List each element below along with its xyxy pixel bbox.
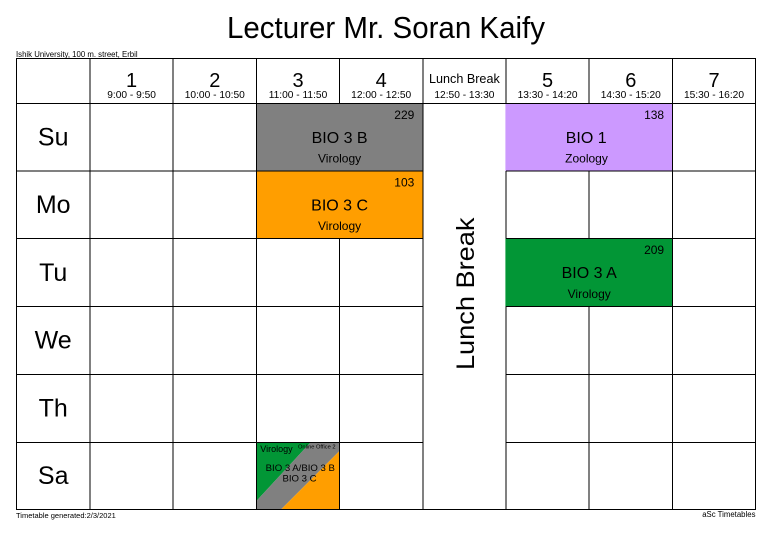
svg-text:Tu: Tu [39,259,67,287]
svg-text:10:00 - 10:50: 10:00 - 10:50 [185,90,245,101]
svg-text:103: 103 [394,176,414,190]
svg-text:7: 7 [708,70,719,92]
svg-text:Mo: Mo [36,191,71,219]
svg-text:Online Office 2: Online Office 2 [298,444,336,450]
svg-text:aSc Timetables: aSc Timetables [702,510,755,519]
svg-text:9:00 - 9:50: 9:00 - 9:50 [107,90,156,101]
svg-text:229: 229 [394,108,414,122]
svg-text:15:30 - 16:20: 15:30 - 16:20 [684,90,744,101]
svg-text:Virology: Virology [318,152,361,166]
svg-text:6: 6 [625,70,636,92]
svg-text:BIO 3 A/BIO 3 B: BIO 3 A/BIO 3 B [266,463,335,474]
svg-text:Timetable generated:2/3/2021: Timetable generated:2/3/2021 [16,511,116,520]
svg-text:Su: Su [38,123,69,151]
svg-text:Sa: Sa [38,462,69,490]
svg-text:13:30 - 14:20: 13:30 - 14:20 [518,90,578,101]
svg-text:BIO 3 A: BIO 3 A [562,265,617,282]
svg-text:Lunch Break: Lunch Break [452,217,480,370]
svg-text:BIO 1: BIO 1 [566,130,607,147]
svg-text:BIO 3 C: BIO 3 C [282,473,316,484]
svg-text:11:00 - 11:50: 11:00 - 11:50 [269,90,328,101]
svg-text:BIO 3 C: BIO 3 C [311,198,368,215]
svg-text:BIO 3 B: BIO 3 B [312,130,368,147]
svg-text:12:00 - 12:50: 12:00 - 12:50 [351,90,411,101]
svg-text:1: 1 [126,70,137,92]
svg-text:We: We [35,327,72,355]
svg-text:5: 5 [542,70,553,92]
svg-text:Virology: Virology [318,219,361,233]
svg-text:Virology: Virology [568,287,611,301]
svg-text:14:30 - 15:20: 14:30 - 15:20 [601,90,661,101]
svg-text:Virology: Virology [260,444,293,454]
svg-text:3: 3 [292,70,303,92]
svg-text:12:50 - 13:30: 12:50 - 13:30 [434,90,494,101]
svg-text:Zoology: Zoology [565,152,608,166]
svg-text:2: 2 [209,70,220,92]
svg-text:Ishik University, 100 m. stree: Ishik University, 100 m. street, Erbil [16,50,138,59]
svg-text:4: 4 [376,70,387,92]
svg-text:Lunch Break: Lunch Break [429,72,500,86]
svg-text:Lecturer Mr. Soran Kaify: Lecturer Mr. Soran Kaify [227,10,545,45]
svg-text:Th: Th [39,395,68,423]
svg-text:209: 209 [644,243,664,257]
svg-text:138: 138 [644,108,664,122]
